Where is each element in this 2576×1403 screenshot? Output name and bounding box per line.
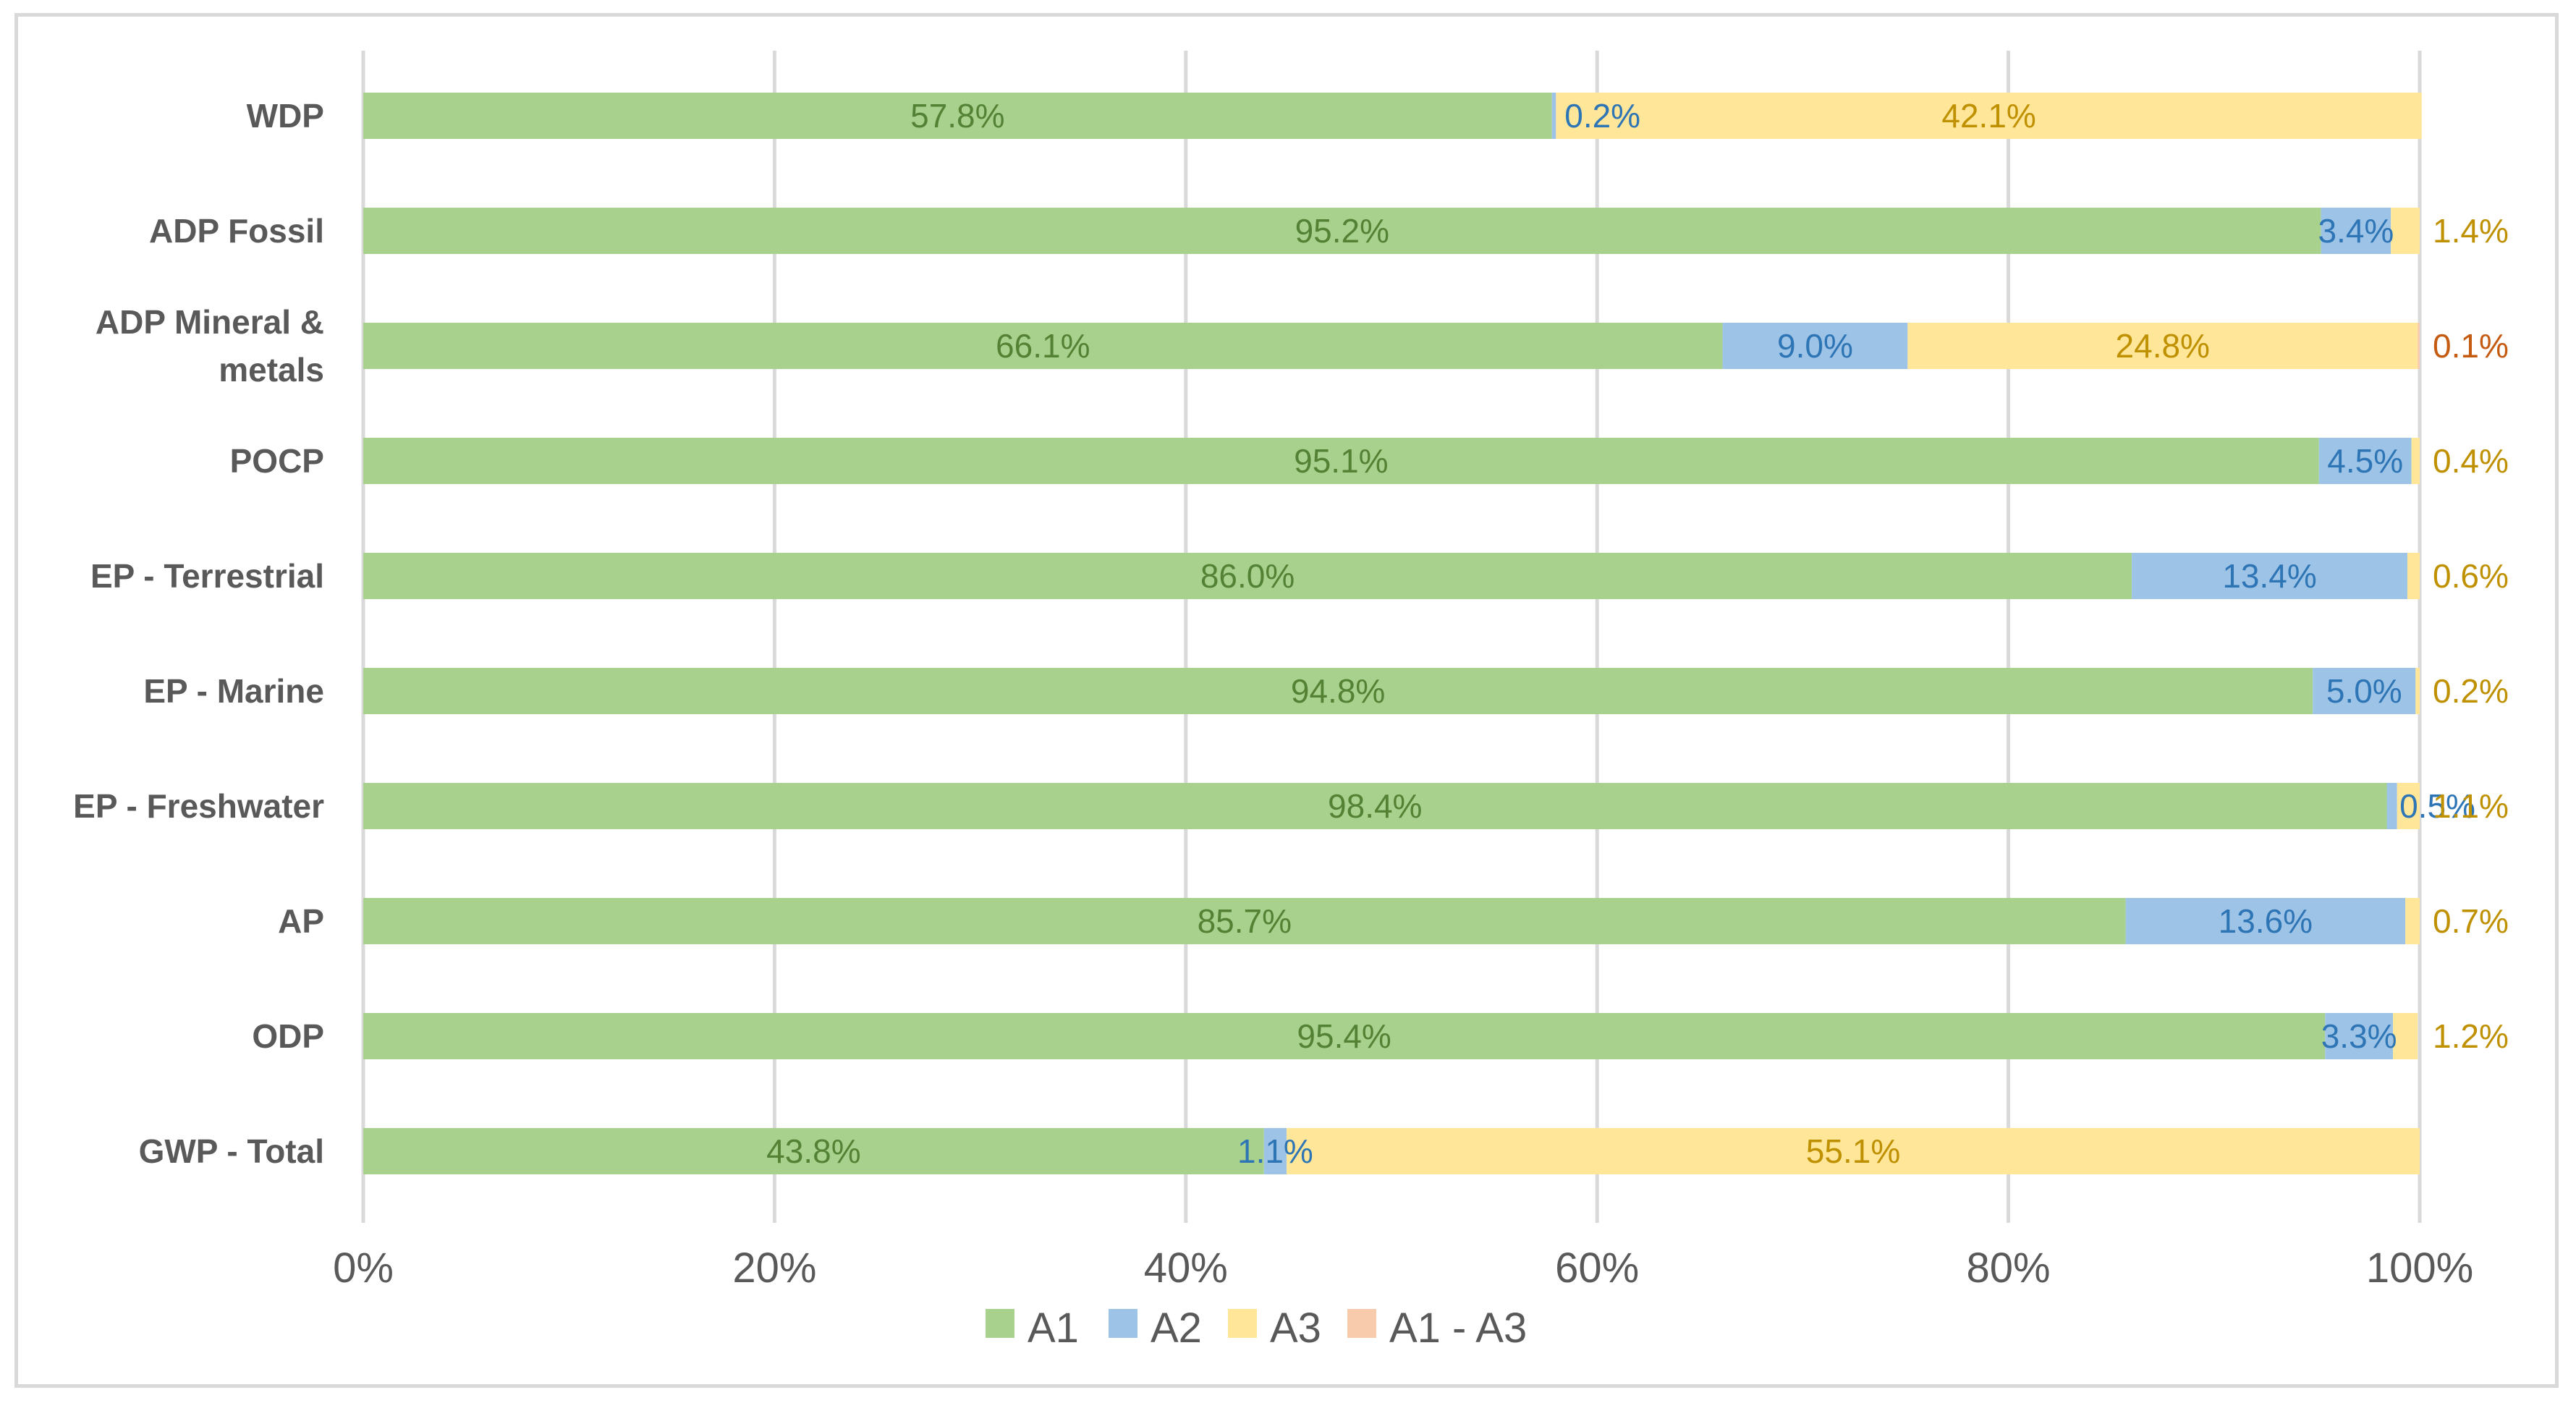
data-label: 94.8% bbox=[1291, 672, 1385, 710]
data-label: 57.8% bbox=[910, 97, 1004, 135]
bar-segment bbox=[2411, 438, 2420, 484]
bar-segment bbox=[363, 553, 2132, 599]
x-tick-label: 80% bbox=[1967, 1245, 2051, 1292]
category-label: ODP bbox=[252, 1017, 324, 1055]
data-label: 0.5% bbox=[2399, 787, 2475, 825]
bar-segment bbox=[363, 898, 2126, 944]
legend-swatch bbox=[986, 1309, 1014, 1338]
x-tick-label: 60% bbox=[1555, 1245, 1639, 1292]
legend-label: A1 - A3 bbox=[1389, 1305, 1527, 1352]
bar-segment bbox=[2405, 898, 2420, 944]
bar-segment bbox=[1722, 323, 1908, 369]
data-labels: 57.8% 0.2% 42.1% 95.2% 3.4% 1.4% 66.1% 9.0% 24.8… bbox=[766, 97, 2509, 1170]
data-label: 55.1% bbox=[1806, 1132, 1900, 1170]
category-label: AP bbox=[278, 902, 324, 940]
bar-segment bbox=[1287, 1128, 2420, 1174]
bar-segment bbox=[363, 438, 2319, 484]
data-label: 3.3% bbox=[2321, 1017, 2397, 1055]
x-tick-label: 0% bbox=[333, 1245, 394, 1292]
x-tick-label: 100% bbox=[2366, 1245, 2473, 1292]
category-label: ADP Mineral & bbox=[96, 303, 324, 341]
bar-segment bbox=[2393, 1013, 2418, 1059]
category-label: EP - Freshwater bbox=[73, 787, 324, 825]
bar-segment bbox=[2391, 208, 2420, 254]
data-label: 9.0% bbox=[1777, 327, 1853, 365]
legend-swatch bbox=[1228, 1309, 1257, 1338]
bar-segment bbox=[363, 1128, 1264, 1174]
data-label: 66.1% bbox=[996, 327, 1090, 365]
legend-swatch bbox=[1109, 1309, 1137, 1338]
category-label: ADP Fossil bbox=[149, 212, 324, 250]
data-label: 1.4% bbox=[2433, 212, 2509, 250]
data-label: 0.7% bbox=[2433, 902, 2509, 940]
data-label: 0.2% bbox=[1564, 97, 1640, 135]
x-tick-label: 40% bbox=[1144, 1245, 1228, 1292]
bar-segment bbox=[2407, 553, 2420, 599]
data-label: 1.2% bbox=[2433, 1017, 2509, 1055]
bars bbox=[363, 93, 2422, 1174]
bar-segment bbox=[1556, 93, 2422, 139]
data-label: 0.6% bbox=[2433, 557, 2509, 595]
bar-segment bbox=[1263, 1128, 1287, 1174]
data-label: 13.4% bbox=[2222, 557, 2316, 595]
bar-segment bbox=[2418, 323, 2420, 369]
bar-segment bbox=[2125, 898, 2406, 944]
bar-segment bbox=[2321, 208, 2391, 254]
data-label: 0.4% bbox=[2433, 442, 2509, 480]
data-label: 98.4% bbox=[1328, 787, 1422, 825]
data-label: 4.5% bbox=[2327, 442, 2403, 480]
bar-segment bbox=[2325, 1013, 2394, 1059]
bar-segment bbox=[363, 783, 2387, 829]
category-labels: WDP ADP Fossil ADP Mineral & metals POCP EP -… bbox=[73, 97, 324, 1170]
legend-label: A2 bbox=[1151, 1305, 1202, 1352]
legend-label: A3 bbox=[1270, 1305, 1321, 1352]
data-label: 0.1% bbox=[2433, 327, 2509, 365]
data-label: 1.1% bbox=[2433, 787, 2509, 825]
bar-segment bbox=[2397, 783, 2420, 829]
data-label: 43.8% bbox=[766, 1132, 860, 1170]
bar-segment bbox=[363, 93, 1552, 139]
bar-segment bbox=[2386, 783, 2397, 829]
data-label: 95.4% bbox=[1297, 1017, 1391, 1055]
data-label: 85.7% bbox=[1198, 902, 1292, 940]
data-label: 95.1% bbox=[1294, 442, 1388, 480]
category-label: metals bbox=[219, 351, 324, 389]
data-label: 0.2% bbox=[2433, 672, 2509, 710]
data-label: 42.1% bbox=[1941, 97, 2035, 135]
bar-segment bbox=[2318, 438, 2412, 484]
legend-swatch bbox=[1347, 1309, 1376, 1338]
x-axis-tick-labels: 0% 20% 40% 60% 80% 100% bbox=[333, 1245, 2473, 1292]
bar-segment bbox=[2415, 668, 2420, 714]
bar-segment bbox=[363, 1013, 2326, 1059]
bar-segment bbox=[363, 208, 2321, 254]
legend-label: A1 bbox=[1028, 1305, 1079, 1352]
bar-segment bbox=[363, 323, 1723, 369]
bar-segment bbox=[2313, 668, 2416, 714]
bar-segment bbox=[1907, 323, 2418, 369]
category-label: GWP - Total bbox=[139, 1132, 324, 1170]
legend: A1 A2 A3 A1 - A3 bbox=[986, 1305, 1527, 1352]
category-label: POCP bbox=[230, 442, 324, 480]
category-label: EP - Terrestrial bbox=[90, 557, 324, 595]
data-label: 5.0% bbox=[2326, 672, 2402, 710]
data-label: 24.8% bbox=[2116, 327, 2210, 365]
data-label: 86.0% bbox=[1200, 557, 1295, 595]
x-tick-label: 20% bbox=[732, 1245, 816, 1292]
data-label: 95.2% bbox=[1295, 212, 1389, 250]
bar-segment bbox=[2132, 553, 2407, 599]
data-label: 1.1% bbox=[1237, 1132, 1313, 1170]
category-label: WDP bbox=[247, 97, 324, 135]
data-label: 13.6% bbox=[2219, 902, 2313, 940]
bar-segment bbox=[1551, 93, 1556, 139]
data-label: 3.4% bbox=[2318, 212, 2394, 250]
bar-segment bbox=[363, 668, 2313, 714]
category-label: EP - Marine bbox=[143, 672, 324, 710]
